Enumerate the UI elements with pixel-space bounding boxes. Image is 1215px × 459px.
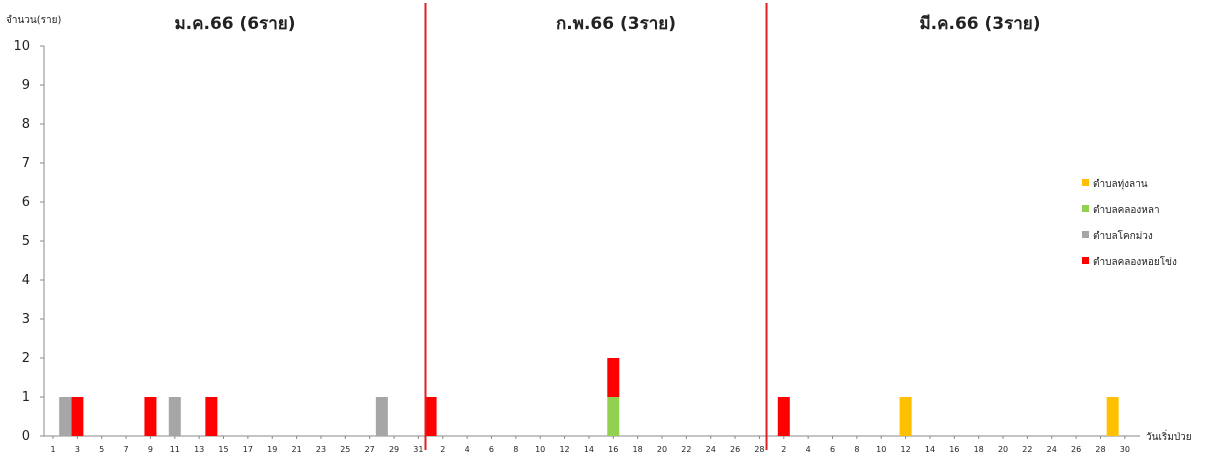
y-tick-label: 5: [22, 234, 30, 249]
legend-label: ตำบลทุ่งลาน: [1093, 179, 1148, 190]
x-tick-label: 23: [316, 445, 326, 454]
bar: [168, 397, 181, 436]
bar: [424, 397, 437, 436]
x-tick-label: 19: [267, 445, 277, 454]
bar: [1106, 397, 1119, 436]
bar: [205, 397, 218, 436]
x-tick-label: 6: [830, 445, 835, 454]
legend-swatch: [1082, 257, 1089, 264]
x-tick-label: 12: [559, 445, 569, 454]
x-tick-label: 10: [876, 445, 886, 454]
x-tick-label: 30: [1120, 445, 1130, 454]
x-tick-label: 8: [854, 445, 859, 454]
x-tick-label: 26: [1071, 445, 1081, 454]
x-tick-label: 20: [657, 445, 667, 454]
x-tick-label: 17: [243, 445, 253, 454]
month-dividers: [424, 3, 768, 450]
x-tick-label: 15: [218, 445, 228, 454]
x-axis-label: วันเริ่มป่วย: [1146, 429, 1192, 443]
x-tick-label: 18: [974, 445, 984, 454]
month-title: ก.พ.66 (3ราย): [556, 14, 676, 34]
bar: [71, 397, 84, 436]
y-tick-label: 7: [22, 156, 30, 171]
y-tick-label: 8: [22, 117, 30, 132]
x-tick-label: 14: [925, 445, 935, 454]
month-titles: ม.ค.66 (6ราย) ก.พ.66 (3ราย) มี.ค.66 (3ราย): [174, 13, 1040, 34]
bar: [899, 397, 912, 436]
x-tick-label: 31: [413, 445, 423, 454]
x-tick-label: 2: [440, 445, 445, 454]
x-tick-label: 21: [292, 445, 302, 454]
x-tick-label: 29: [389, 445, 399, 454]
y-tick-label: 2: [22, 351, 30, 366]
y-tick-label: 4: [22, 273, 30, 288]
x-tick-label: 11: [170, 445, 180, 454]
x-tick-label: 22: [1022, 445, 1032, 454]
legend: ตำบลทุ่งลานตำบลคลองหลาตำบลโคกม่วงตำบลคลอ…: [1082, 179, 1177, 268]
y-tick-label: 0: [22, 429, 30, 444]
month-title: ม.ค.66 (6ราย): [174, 14, 295, 34]
y-tick-label: 9: [22, 78, 30, 93]
legend-swatch: [1082, 231, 1089, 238]
x-tick-label: 28: [1095, 445, 1105, 454]
x-tick-label: 6: [489, 445, 494, 454]
x-tick-label: 4: [465, 445, 470, 454]
legend-label: ตำบลโคกม่วง: [1093, 229, 1153, 242]
x-tick-label: 27: [365, 445, 375, 454]
legend-swatch: [1082, 205, 1089, 212]
x-tick-label: 8: [513, 445, 518, 454]
x-tick-label: 13: [194, 445, 204, 454]
x-tick-label: 1: [50, 445, 55, 454]
x-tick-label: 20: [998, 445, 1008, 454]
x-axis: 1 3 5 7 9 11 13 15 17 19 21 23 25 27 29 31 2 4 6 8 10 12 14 16 1…: [44, 435, 1140, 454]
x-tick-label: 24: [706, 445, 716, 454]
x-tick-label: 10: [535, 445, 545, 454]
x-tick-label: 18: [633, 445, 643, 454]
x-tick-label: 5: [99, 445, 104, 454]
x-tick-label: 4: [806, 445, 811, 454]
x-tick-label: 7: [124, 445, 129, 454]
x-tick-label: 25: [340, 445, 350, 454]
y-tick-label: 10: [13, 39, 30, 54]
x-tick-label: 22: [681, 445, 691, 454]
legend-label: ตำบลคลองหลา: [1093, 205, 1160, 216]
y-tick-label: 1: [22, 390, 30, 405]
x-tick-label: 16: [949, 445, 959, 454]
x-tick-label: 12: [901, 445, 911, 454]
y-axis: 0 1 2 3 4 5 6 7 8 9 10: [13, 39, 45, 444]
month-title: มี.ค.66 (3ราย): [919, 13, 1040, 34]
bar: [375, 397, 388, 436]
bar: [144, 397, 157, 436]
x-tick-label: 24: [1047, 445, 1057, 454]
bar: [777, 397, 790, 436]
y-tick-label: 3: [22, 312, 30, 327]
x-tick-label: 14: [584, 445, 594, 454]
x-tick-label: 9: [148, 445, 153, 454]
legend-swatch: [1082, 179, 1089, 186]
bar: [59, 397, 72, 436]
legend-label: ตำบลคลองหอยโข่ง: [1093, 255, 1177, 268]
bar: [607, 397, 620, 436]
y-axis-label: จำนวน(ราย): [6, 15, 62, 26]
x-tick-label: 26: [730, 445, 740, 454]
x-tick-label: 28: [754, 445, 764, 454]
bar: [607, 358, 620, 397]
y-tick-label: 6: [22, 195, 30, 210]
x-tick-label: 2: [781, 445, 786, 454]
bars: [59, 358, 1119, 436]
x-tick-label: 3: [75, 445, 80, 454]
x-tick-label: 16: [608, 445, 618, 454]
